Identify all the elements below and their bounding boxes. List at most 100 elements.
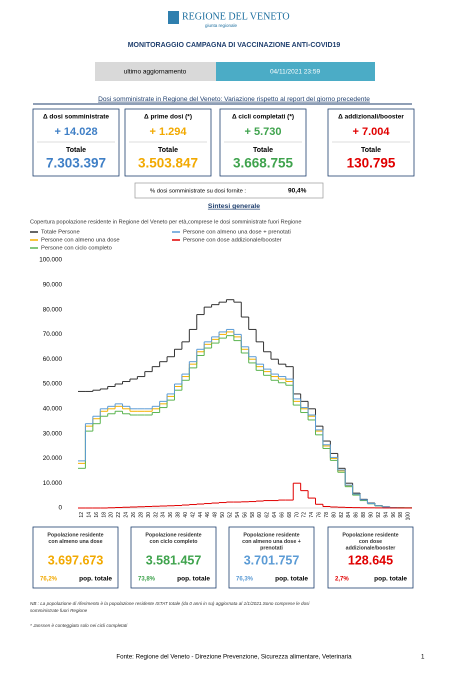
tile-delta: + 7.004 xyxy=(352,126,390,138)
step-connector xyxy=(84,335,406,508)
logo-emblem xyxy=(168,11,179,24)
x-tick-label: 52 xyxy=(227,512,233,518)
x-tick-label: 40 xyxy=(183,512,189,518)
x-tick-label: 48 xyxy=(213,512,219,518)
x-tick-label: 78 xyxy=(324,512,330,518)
x-tick-label: 16 xyxy=(94,512,100,518)
ratio-box xyxy=(134,182,324,199)
summary-label: addizionale/booster xyxy=(346,545,396,551)
x-tick-label: 26 xyxy=(131,512,137,518)
x-tick-label: 30 xyxy=(146,512,152,518)
tile-total: 3.503.847 xyxy=(138,156,198,171)
ratio-label: % dosi somministrate su dosi fornite : xyxy=(150,189,246,195)
step-connector xyxy=(84,329,406,508)
x-tick-label: 42 xyxy=(190,512,196,518)
y-tick-label: 0 xyxy=(58,505,62,512)
x-tick-label: 82 xyxy=(339,512,345,518)
x-tick-label: 38 xyxy=(176,512,182,518)
summary-pct-label: pop. totale xyxy=(177,576,210,583)
y-tick-label: 30.000 xyxy=(43,430,63,437)
summary-box xyxy=(130,526,217,589)
x-tick-label: 24 xyxy=(124,512,130,518)
x-tick-label: 64 xyxy=(272,512,278,518)
x-tick-label: 86 xyxy=(354,512,360,518)
y-tick-label: 80.000 xyxy=(43,306,63,313)
x-tick-label: 20 xyxy=(109,512,115,518)
y-tick-label: 50.000 xyxy=(43,381,63,388)
summary-pct-label: pop. totale xyxy=(275,576,308,583)
tile-total: 130.795 xyxy=(347,156,396,171)
summary-label: Popolazione residente xyxy=(47,532,103,538)
x-tick-label: 92 xyxy=(376,512,382,518)
ratio-value: 90,4% xyxy=(288,188,307,195)
tile-total-label: Totale xyxy=(361,147,381,154)
x-tick-label: 56 xyxy=(242,512,248,518)
summary-value: 3.697.673 xyxy=(48,553,104,567)
tile-label: Δ cicli completati (*) xyxy=(232,114,294,121)
tile-label: Δ prime dosi (*) xyxy=(144,114,192,121)
legend-label: Persone con almeno una dose xyxy=(41,238,120,244)
step-connector xyxy=(107,483,406,508)
note: somministrate fuori Regione xyxy=(30,608,88,613)
x-tick-label: 84 xyxy=(346,512,352,518)
x-tick-label: 72 xyxy=(302,512,308,518)
x-tick-label: 28 xyxy=(138,512,144,518)
summary-pct: 73,8% xyxy=(138,577,156,583)
tile-label: Δ addizionali/booster xyxy=(338,114,404,121)
update-value: 04/11/2021 23:59 xyxy=(270,69,321,76)
summary-label: con almeno una dose + xyxy=(242,539,301,545)
summary-box xyxy=(327,526,414,589)
doses-heading: Dosi somministrate in Regione del Veneto… xyxy=(98,96,370,103)
summary-box xyxy=(32,526,119,589)
tile-label: Δ dosi somministrate xyxy=(43,114,109,121)
x-tick-label: 90 xyxy=(369,512,375,518)
x-tick-label: 94 xyxy=(383,512,389,518)
x-tick-label: 46 xyxy=(205,512,211,518)
summary-value: 3.701.757 xyxy=(244,553,300,567)
x-tick-label: 70 xyxy=(294,512,300,518)
x-tick-label: 80 xyxy=(331,512,337,518)
tile-delta: + 1.294 xyxy=(149,126,187,138)
x-tick-label: 18 xyxy=(101,512,107,518)
update-label: ultimo aggiornamento xyxy=(124,69,187,76)
x-tick-label: 22 xyxy=(116,512,122,518)
summary-pct: 2,7% xyxy=(335,577,349,583)
footer-source: Fonte: Regione del Veneto - Direzione Pr… xyxy=(116,654,352,661)
x-tick-label: 76 xyxy=(317,512,323,518)
summary-pct: 76,2% xyxy=(40,577,58,583)
x-tick-label: 60 xyxy=(257,512,263,518)
x-tick-label: 14 xyxy=(86,512,92,518)
x-tick-label: 88 xyxy=(361,512,367,518)
y-tick-label: 10.000 xyxy=(43,480,63,487)
tile-total: 7.303.397 xyxy=(46,156,106,171)
summary-label: Popolazione residente xyxy=(145,532,201,538)
y-tick-label: 60.000 xyxy=(43,356,63,363)
page-title: MONITORAGGIO CAMPAGNA DI VACCINAZIONE AN… xyxy=(128,42,341,49)
step-connector xyxy=(92,299,406,508)
step-connector xyxy=(84,331,406,508)
x-tick-label: 36 xyxy=(168,512,174,518)
x-tick-label: 34 xyxy=(161,512,167,518)
note: * Janssen è conteggiato solo nei cicli c… xyxy=(30,623,128,628)
summary-pct: 76,3% xyxy=(236,577,254,583)
x-tick-label: 68 xyxy=(287,512,293,518)
x-tick-label: 32 xyxy=(153,512,159,518)
tile-total-label: Totale xyxy=(66,147,86,154)
x-tick-label: 98 xyxy=(398,512,404,518)
tile-total-label: Totale xyxy=(158,147,178,154)
update-value-box xyxy=(216,62,375,81)
summary-pct-label: pop. totale xyxy=(374,576,407,583)
y-tick-label: 40.000 xyxy=(43,405,63,412)
x-tick-label: 74 xyxy=(309,512,315,518)
summary-box xyxy=(228,526,315,589)
summary-label: con dose xyxy=(359,539,382,545)
legend-label: Persone con dose addizionale/booster xyxy=(183,238,282,244)
tile xyxy=(327,108,415,177)
x-tick-label: 12 xyxy=(79,512,85,518)
tile xyxy=(219,108,307,177)
summary-label: con almeno una dose xyxy=(48,539,102,545)
y-tick-label: 70.000 xyxy=(43,331,63,338)
summary-label: prenotati xyxy=(260,545,283,551)
update-label-box xyxy=(95,62,216,81)
